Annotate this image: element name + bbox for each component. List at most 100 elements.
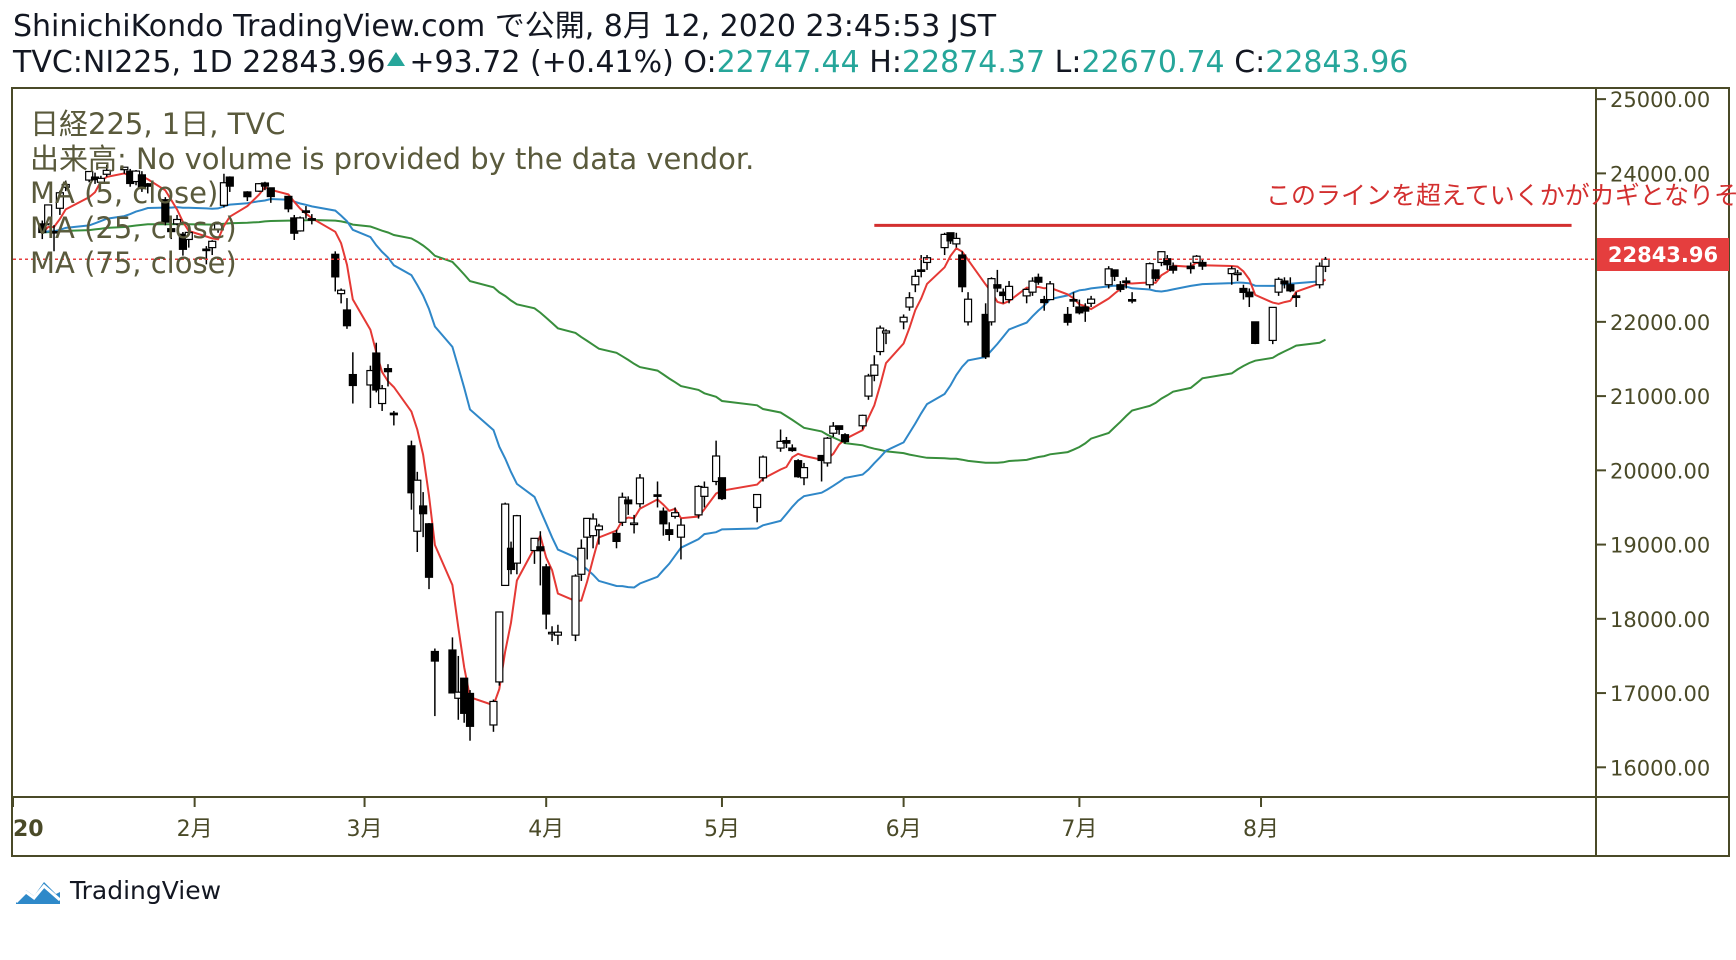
candle bbox=[55, 190, 64, 215]
candle bbox=[96, 175, 105, 184]
candle-body-down bbox=[958, 254, 967, 288]
candle bbox=[1004, 281, 1014, 304]
candle-body-down bbox=[1040, 298, 1049, 304]
candle-body-down bbox=[542, 566, 551, 615]
candle-body-up bbox=[102, 169, 111, 175]
price-tick-label: 25000.00 bbox=[1610, 88, 1710, 112]
candle bbox=[167, 226, 176, 240]
candle-body-down bbox=[1198, 261, 1207, 267]
candle-body-up bbox=[254, 183, 264, 192]
candle bbox=[331, 251, 340, 292]
candle bbox=[61, 180, 70, 192]
candle bbox=[1315, 262, 1324, 289]
candle-body-up bbox=[905, 297, 914, 308]
candle bbox=[799, 462, 809, 486]
candle bbox=[1122, 277, 1131, 289]
candle bbox=[676, 518, 686, 560]
candle-body-up bbox=[776, 440, 785, 449]
time-tick-label: 6月 bbox=[886, 817, 922, 842]
candle-body-down bbox=[1069, 298, 1078, 302]
candle-body-up bbox=[61, 183, 70, 188]
candle bbox=[284, 195, 293, 213]
candle bbox=[85, 170, 94, 183]
ma75-line bbox=[42, 218, 1326, 464]
candle-body-down bbox=[1034, 276, 1043, 283]
legend-ma75[interactable]: MA (75, close) bbox=[30, 246, 237, 280]
last-price-value: 22843.96 bbox=[242, 45, 386, 80]
candle-body-down bbox=[424, 523, 434, 578]
tradingview-wordmark: TradingView bbox=[70, 875, 222, 905]
candle-body-up bbox=[530, 537, 539, 552]
candle-body-down bbox=[1116, 284, 1125, 290]
price-tick-label: 17000.00 bbox=[1610, 682, 1710, 706]
candle-body-down bbox=[383, 368, 393, 373]
candle bbox=[219, 173, 229, 208]
candle-body-down bbox=[782, 440, 791, 444]
candle-body-down bbox=[1251, 321, 1260, 344]
candle bbox=[823, 436, 832, 467]
annotation-text[interactable]: このラインを超えていくかがカギとなりそう bbox=[1266, 181, 1736, 210]
current-price-tag-text: 22843.96 bbox=[1608, 243, 1718, 267]
candle bbox=[342, 298, 352, 329]
candle bbox=[208, 240, 217, 256]
candle-body-up bbox=[823, 437, 832, 464]
candle-body-up bbox=[922, 257, 932, 264]
candle bbox=[753, 493, 762, 523]
time-axis[interactable]: 20 2月 3月 4月 5月 6月 7月 8月 bbox=[12, 797, 1279, 842]
candle bbox=[44, 204, 53, 226]
candle bbox=[38, 220, 47, 240]
candle-body-down bbox=[659, 510, 668, 525]
candle-body-down bbox=[536, 546, 545, 552]
candle bbox=[161, 197, 170, 226]
candle-body-up bbox=[858, 414, 867, 427]
candle-body-down bbox=[243, 191, 252, 198]
price-tick-label: 18000.00 bbox=[1610, 608, 1710, 632]
candle-body-up bbox=[1028, 280, 1037, 293]
candle bbox=[260, 181, 270, 191]
price-tick-label: 24000.00 bbox=[1610, 162, 1710, 186]
candle-body-up bbox=[219, 182, 229, 206]
candle bbox=[254, 183, 264, 192]
candle-body-down bbox=[348, 373, 357, 387]
candle bbox=[372, 342, 381, 393]
candle bbox=[588, 513, 598, 549]
candle bbox=[618, 492, 627, 527]
candle bbox=[202, 246, 211, 265]
high-value: 22874.37 bbox=[901, 45, 1046, 80]
low-label: L: bbox=[1054, 45, 1082, 80]
candle bbox=[1239, 284, 1248, 300]
candle bbox=[665, 522, 674, 541]
candle-body-up bbox=[512, 515, 521, 564]
candle bbox=[993, 269, 1002, 293]
tradingview-logo[interactable]: TradingView bbox=[12, 874, 221, 906]
candle-body-down bbox=[465, 692, 475, 727]
candle-body-down bbox=[612, 532, 621, 542]
candle-body-up bbox=[577, 547, 586, 575]
candle-body-up bbox=[337, 289, 346, 295]
candle bbox=[899, 314, 908, 330]
candle bbox=[102, 164, 111, 177]
symbol-label[interactable]: TVC:NI225, 1D bbox=[13, 45, 233, 80]
legend-ma5[interactable]: MA (5, close) bbox=[30, 176, 218, 210]
candle bbox=[430, 648, 439, 717]
candle-body-down bbox=[167, 228, 176, 233]
candle-body-up bbox=[571, 575, 580, 636]
legend-ma25[interactable]: MA (25, close) bbox=[30, 211, 237, 245]
candle bbox=[1245, 288, 1254, 308]
candle bbox=[629, 514, 639, 534]
candle bbox=[782, 436, 791, 449]
candle-body-down bbox=[389, 412, 398, 416]
candle-body-down bbox=[1081, 306, 1090, 312]
candle bbox=[1233, 269, 1242, 282]
candle bbox=[1040, 295, 1049, 311]
candle-body-up bbox=[876, 327, 885, 353]
candle bbox=[266, 187, 275, 203]
candle-body-up bbox=[172, 218, 182, 225]
change-value: +93.72 (+0.41%) bbox=[409, 45, 674, 80]
candle-body-up bbox=[208, 240, 217, 249]
candle-body-down bbox=[624, 499, 633, 505]
candle bbox=[700, 481, 709, 508]
candle bbox=[1292, 292, 1301, 308]
candle bbox=[952, 232, 961, 248]
